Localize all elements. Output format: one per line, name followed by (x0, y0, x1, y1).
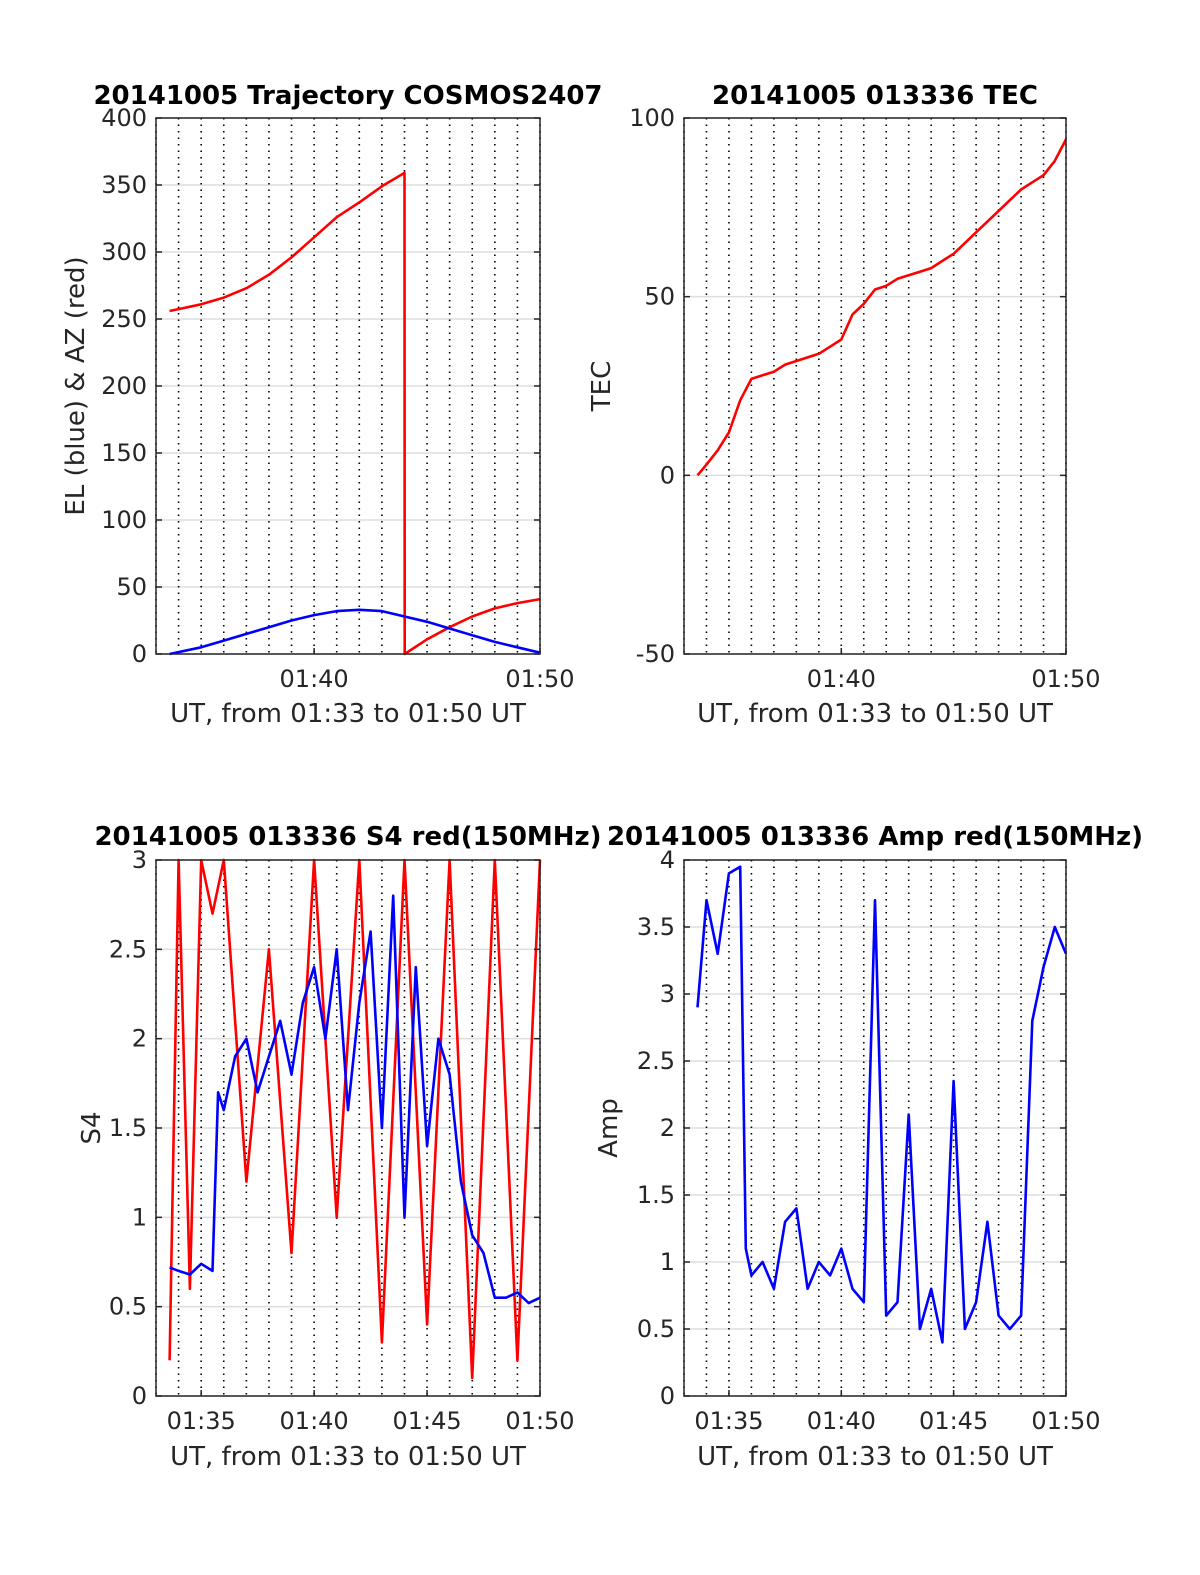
y-tick-label: 100 (101, 506, 147, 534)
y-tick-label: 1.5 (637, 1181, 675, 1209)
amp-plot (696, 865, 1068, 1344)
y-tick-label: 1.5 (109, 1114, 147, 1142)
trajectory-series-0-line (169, 171, 541, 656)
trajectory-plot (169, 171, 541, 656)
trajectory-xlabel: UT, from 01:33 to 01:50 UT (170, 699, 526, 729)
x-tick-label: 01:50 (1031, 665, 1100, 693)
y-tick-label: 3.5 (637, 913, 675, 941)
y-tick-label: 2 (132, 1025, 147, 1053)
amp-xlabel: UT, from 01:33 to 01:50 UT (697, 1442, 1053, 1472)
y-tick-label: 2 (660, 1114, 675, 1142)
y-tick-label: 0 (132, 640, 147, 668)
s4-panel: 20141005 013336 S4 red(150MHz) UT, from … (77, 822, 602, 1472)
s4-series-1-line (169, 894, 541, 1305)
y-tick-label: 4 (660, 846, 675, 874)
y-tick-label: 0.5 (637, 1315, 675, 1343)
amp-series-0-line (696, 865, 1068, 1344)
tec-axes-box (683, 117, 1067, 655)
y-tick-label: 300 (101, 238, 147, 266)
y-tick-label: 100 (629, 104, 675, 132)
tec-title: 20141005 013336 TEC (712, 81, 1038, 111)
y-tick-label: 2.5 (109, 935, 147, 963)
amp-title: 20141005 013336 Amp red(150MHz) (607, 822, 1143, 852)
s4-xlabel: UT, from 01:33 to 01:50 UT (170, 1442, 526, 1472)
y-tick-label: 250 (101, 305, 147, 333)
tec-panel: 20141005 013336 TEC UT, from 01:33 to 01… (587, 81, 1101, 729)
x-tick-label: 01:45 (919, 1407, 988, 1435)
y-tick-label: 50 (644, 283, 675, 311)
x-tick-label: 01:40 (280, 1407, 349, 1435)
y-tick-label: 3 (132, 846, 147, 874)
y-tick-label: -50 (636, 640, 675, 668)
amp-grid (683, 859, 1067, 1397)
s4-plot (168, 858, 542, 1380)
amp-panel: 20141005 013336 Amp red(150MHz) UT, from… (594, 822, 1143, 1472)
s4-ylabel: S4 (77, 1111, 107, 1144)
y-tick-label: 0 (660, 461, 675, 489)
x-tick-label: 01:50 (1031, 1407, 1100, 1435)
x-tick-label: 01:40 (280, 665, 349, 693)
tec-xlabel: UT, from 01:33 to 01:50 UT (697, 699, 1053, 729)
y-tick-label: 150 (101, 439, 147, 467)
amp-ylabel: Amp (594, 1098, 624, 1158)
y-tick-label: 0 (132, 1382, 147, 1410)
x-tick-label: 01:35 (167, 1407, 236, 1435)
tec-plot (696, 138, 1068, 477)
x-tick-label: 01:40 (807, 1407, 876, 1435)
tec-ylabel: TEC (587, 361, 617, 412)
y-tick-label: 350 (101, 171, 147, 199)
y-tick-label: 2.5 (637, 1047, 675, 1075)
trajectory-series-1-line (169, 608, 541, 656)
y-tick-label: 200 (101, 372, 147, 400)
y-tick-label: 1 (660, 1248, 675, 1276)
s4-title: 20141005 013336 S4 red(150MHz) (94, 822, 601, 852)
y-tick-label: 3 (660, 980, 675, 1008)
y-tick-label: 400 (101, 104, 147, 132)
y-tick-label: 1 (132, 1203, 147, 1231)
trajectory-title: 20141005 Trajectory COSMOS2407 (93, 81, 602, 111)
trajectory-ylabel: EL (blue) & AZ (red) (61, 256, 91, 515)
x-tick-label: 01:45 (392, 1407, 461, 1435)
x-tick-label: 01:50 (505, 1407, 574, 1435)
x-tick-label: 01:35 (694, 1407, 763, 1435)
tec-series-0-line (696, 138, 1068, 477)
x-tick-label: 01:50 (505, 665, 574, 693)
trajectory-panel: 20141005 Trajectory COSMOS2407 UT, from … (61, 81, 603, 729)
x-tick-label: 01:40 (807, 665, 876, 693)
y-tick-label: 50 (116, 573, 147, 601)
y-tick-label: 0.5 (109, 1293, 147, 1321)
y-tick-label: 0 (660, 1382, 675, 1410)
